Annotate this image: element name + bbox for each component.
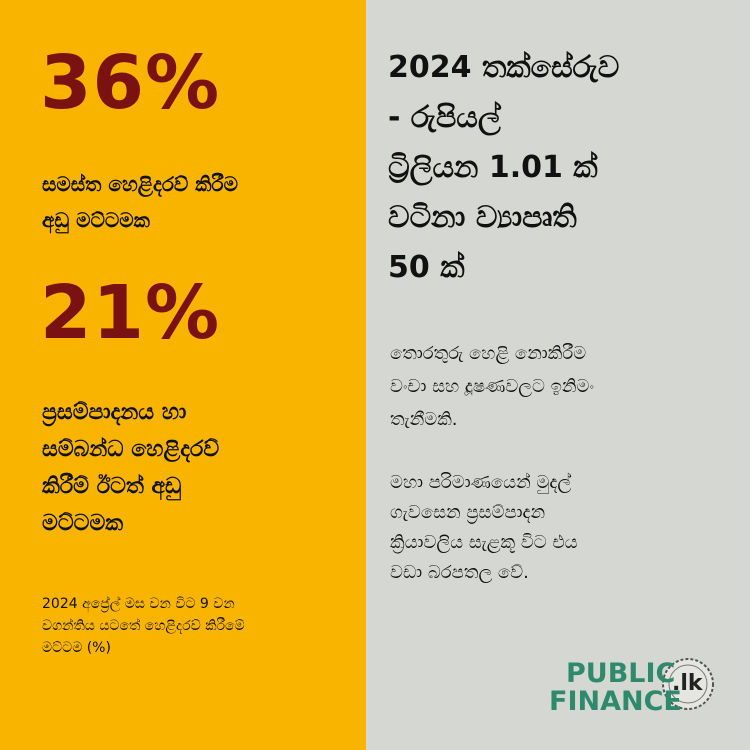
headline: ට්‍රිලියන 1.01 ක් (388, 150, 598, 185)
footnote: 2024 අප්‍රේල් මස වන විට 9 වන (42, 596, 235, 612)
paragraph: තැනීමකි. (390, 409, 458, 430)
footnote: වගන්තිය යටතේ හෙළිදරව් කිරීමේ (42, 618, 245, 634)
logo-text: FINANCE (549, 686, 682, 717)
paragraph: ගැවසෙන ප්‍රසම්පාදන (390, 502, 546, 523)
stat-text: මට්ටමක (42, 511, 124, 536)
paragraph: ක්‍රියාවලිය සැළකූ විට එය (390, 532, 578, 553)
left-panel (0, 0, 366, 750)
stat-text: අඩු මට්ටමක (42, 208, 150, 232)
footnote: මට්ටම (%) (42, 640, 111, 656)
logo-emblem (662, 658, 714, 710)
stat-text: සමස්ත හෙළිදරව් කිරීම (42, 172, 238, 196)
stat-text: ප්‍රසම්පාදනය හා (42, 400, 187, 425)
paragraph: මහා පරිමාණයෙන් මුදල් (390, 472, 572, 493)
logo-text: PUBLIC (566, 658, 676, 689)
logo-suffix: .lk (672, 671, 703, 696)
headline: - රුපියල් (388, 100, 501, 135)
stat-text: සම්බන්ධ හෙළිදරව් (42, 437, 220, 462)
stat-value: 21% (40, 270, 221, 356)
stat-text: කිරීම් ඊටත් අඩු (42, 474, 182, 499)
right-panel (366, 0, 750, 750)
headline: 2024 තක්සේරුව (388, 50, 620, 85)
paragraph: තොරතුරු හෙළි නොකිරීම (390, 343, 587, 364)
paragraph: වඩා බරපතල වේ. (390, 562, 529, 583)
paragraph: වංචා සහ දූෂණවලට ඉනිමං (390, 376, 595, 397)
headline: 50 ක් (388, 250, 465, 285)
stat-value: 36% (40, 40, 221, 126)
headline: වටිනා ව්‍යාපෘති (388, 200, 577, 235)
